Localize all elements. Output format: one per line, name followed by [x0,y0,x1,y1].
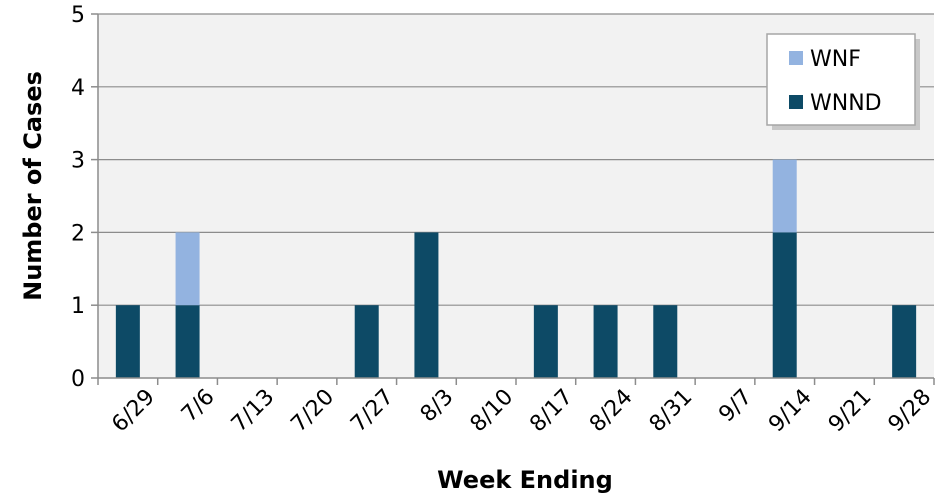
x-tick-label: 7/27 [346,385,399,438]
bar-wnnd-8-17 [533,305,558,378]
axes [91,13,935,385]
bar-wnnd-7-6 [175,305,200,378]
bar-wnnd-7-27 [354,305,379,378]
y-tick-label: 0 [71,367,85,392]
y-tick-label: 4 [71,76,85,101]
x-tick-label: 9/14 [764,385,817,438]
x-tick-label: 7/6 [177,385,220,428]
x-tick-label: 6/29 [107,385,160,438]
bar-wnf-9-14 [772,159,797,233]
legend: WNF WNND [766,33,920,130]
bar-wnnd-9-28 [892,305,917,378]
legend-swatch-wnnd [789,95,803,109]
y-tick-label: 1 [71,294,85,319]
legend-label-wnnd: WNND [810,91,882,116]
y-tick-labels: 0 1 2 3 4 5 [71,3,85,392]
x-tick-label: 7/20 [286,385,339,438]
x-tick-label: 9/7 [714,385,757,428]
x-tick-label: 8/3 [416,385,459,428]
bar-wnnd-8-3 [414,232,439,378]
bar-wnnd-8-31 [653,305,678,378]
bar-wnnd-8-24 [593,305,618,378]
legend-swatch-wnf [789,51,803,65]
x-tick-label: 8/24 [585,385,638,438]
legend-box [766,33,916,126]
y-tick-label: 5 [71,3,85,28]
y-tick-label: 3 [71,149,85,174]
y-axis-title: Number of Cases [19,71,47,301]
bar-wnnd-6-29 [115,305,140,378]
x-axis-title: Week Ending [437,466,613,494]
bars [115,159,917,378]
bar-wnnd-9-14 [772,232,797,378]
x-tick-label: 7/13 [227,385,280,438]
x-tick-label: 9/28 [884,385,937,438]
x-tick-label: 8/31 [645,385,698,438]
x-tick-label: 8/10 [466,385,519,438]
x-tick-label: 9/21 [824,385,877,438]
bar-wnf-7-6 [175,232,200,306]
y-tick-label: 2 [71,221,85,246]
x-tick-labels: 6/29 7/6 7/13 7/20 7/27 8/3 8/10 8/17 8/24 8/31 9/… [107,385,936,438]
legend-label-wnf: WNF [810,47,861,72]
x-tick-label: 8/17 [525,385,578,438]
